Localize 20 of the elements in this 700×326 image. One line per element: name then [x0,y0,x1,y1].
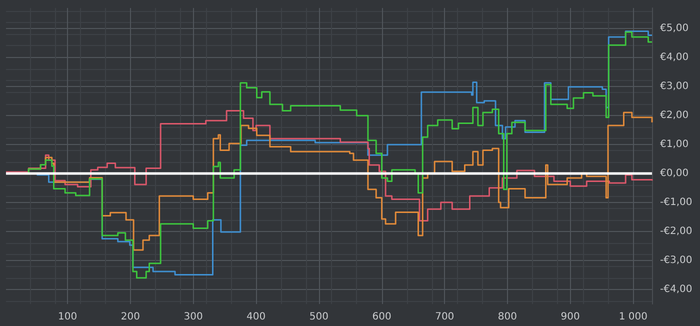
x-tick-label: 300 [184,312,203,322]
x-tick-label: 1 000 [618,312,648,322]
y-tick-label: €0,00 [660,168,689,179]
y-tick-label: -€1,00 [660,196,692,208]
y-tick-label: -€2,00 [660,226,692,237]
x-tick-label: 500 [309,312,328,322]
x-tick-label: 800 [498,312,518,322]
y-tick-label: €2,00 [660,110,689,121]
x-tick-label: 200 [120,312,140,322]
x-tick-label: 900 [560,312,580,322]
y-tick-label: €1,00 [660,138,689,150]
x-tick-label: 400 [246,312,266,322]
x-tick-label: 100 [58,312,78,322]
y-tick-label: €3,00 [660,80,689,92]
y-tick-label: -€4,00 [660,284,692,295]
y-tick-label: €5,00 [660,22,689,34]
x-tick-label: 700 [435,312,454,322]
y-tick-label: €4,00 [660,52,689,63]
x-tick-label: 600 [372,312,392,322]
y-tick-label: -€3,00 [660,254,692,266]
